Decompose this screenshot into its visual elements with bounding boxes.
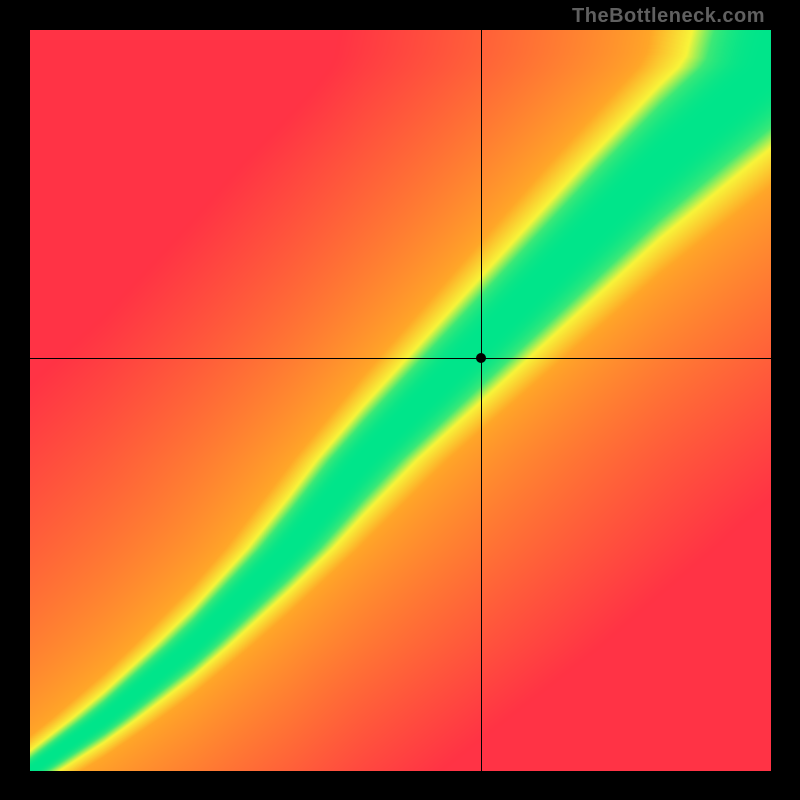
crosshair-horizontal — [30, 358, 771, 359]
watermark-text: TheBottleneck.com — [572, 5, 765, 28]
selection-marker — [476, 353, 486, 363]
bottleneck-heatmap — [30, 30, 771, 771]
crosshair-vertical — [481, 30, 482, 771]
heatmap-canvas — [30, 30, 771, 771]
